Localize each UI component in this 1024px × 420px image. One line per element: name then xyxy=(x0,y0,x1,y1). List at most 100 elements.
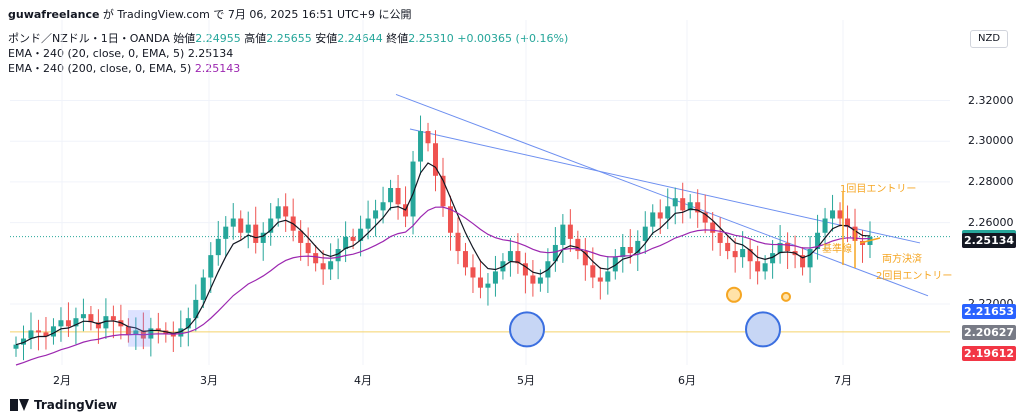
candle-body xyxy=(20,338,26,345)
candle-body xyxy=(328,261,334,270)
candle-body xyxy=(620,247,626,258)
candle-body xyxy=(687,202,693,211)
ema200-value: 2.25143 xyxy=(194,62,241,75)
candle-body xyxy=(612,257,618,272)
candle-body xyxy=(702,212,708,223)
high-value: 2.25655 xyxy=(266,32,312,45)
price-tick-label: 2.30000 xyxy=(968,134,1014,148)
publish-info: guwafreelance が TradingView.com で 7月 06,… xyxy=(8,6,412,22)
candle-body xyxy=(200,277,206,300)
candle-body xyxy=(50,326,56,337)
candle-body xyxy=(807,249,813,268)
open-label: 始値 xyxy=(173,32,196,45)
currency-button[interactable]: NZD xyxy=(970,30,1008,48)
candle-body xyxy=(762,263,768,272)
tradingview-footer[interactable]: TradingView xyxy=(10,398,117,412)
candle-body xyxy=(672,198,678,207)
candle-body xyxy=(253,224,259,243)
highlight-circle xyxy=(745,311,781,348)
month-label: 2月 xyxy=(53,374,71,387)
candle-body xyxy=(388,188,394,203)
candle-body xyxy=(283,206,289,217)
candle-body xyxy=(665,206,671,219)
candle-body xyxy=(695,202,701,213)
candle-body xyxy=(455,232,461,252)
open-value: 2.24955 xyxy=(195,32,241,45)
candle-body xyxy=(35,330,41,333)
candle-body xyxy=(155,328,161,331)
candle-body xyxy=(358,228,364,241)
entry2-annotation: 2回目エントリー xyxy=(876,271,953,282)
candle-body xyxy=(770,253,776,264)
price-tag: 2.21653 xyxy=(962,304,1016,320)
ema-lines xyxy=(15,162,871,366)
ema20-legend[interactable]: EMA・240 (20, close, 0, EMA, 5) 2.25134 xyxy=(8,45,233,61)
change-value: +0.00365 (+0.16%) xyxy=(457,32,569,45)
publisher-name[interactable]: guwafreelance xyxy=(8,8,100,21)
candle-body xyxy=(320,263,326,270)
entry1-annotation: 1回目エントリー xyxy=(840,184,917,195)
candle-body xyxy=(470,267,476,278)
candle-body xyxy=(522,263,528,276)
highlight-box xyxy=(128,310,150,347)
candle-body xyxy=(717,232,723,243)
candle-body xyxy=(298,230,304,243)
candle-body xyxy=(95,322,101,329)
candle-body xyxy=(133,330,139,335)
candle-body xyxy=(537,277,543,284)
candle-body xyxy=(740,249,746,258)
candle-body xyxy=(590,265,596,278)
candle-body xyxy=(837,210,843,219)
low-label: 安値 xyxy=(315,32,338,45)
ema20-value: 2.25134 xyxy=(187,47,234,60)
price-tag: 2.19612 xyxy=(962,345,1016,361)
candle-body xyxy=(230,218,236,227)
candle-body xyxy=(567,224,573,239)
candle-body xyxy=(335,249,341,262)
low-marker xyxy=(726,286,742,303)
candle-body xyxy=(185,318,191,329)
candle-body xyxy=(268,218,274,233)
candle-body xyxy=(560,224,566,245)
candle-body xyxy=(238,218,244,233)
candle-body xyxy=(178,328,184,337)
candle-body xyxy=(725,242,731,252)
candle-body xyxy=(43,332,49,337)
candle-body xyxy=(163,330,169,335)
trendline-lower xyxy=(409,128,921,244)
candle-body xyxy=(575,238,581,252)
ema200-legend[interactable]: EMA・240 (200, close, 0, EMA, 5) 2.25143 xyxy=(8,60,240,76)
candle-body xyxy=(125,326,131,335)
candle-body xyxy=(830,210,836,219)
candle-body xyxy=(425,131,431,144)
candle-body xyxy=(260,232,266,243)
price-tick-label: 2.32000 xyxy=(968,93,1014,107)
settle-marker xyxy=(859,237,881,244)
candle-body xyxy=(275,206,281,219)
markers xyxy=(128,192,881,348)
candle-body xyxy=(418,131,424,162)
candle-body xyxy=(73,318,79,327)
candle-body xyxy=(13,344,19,349)
publish-text: が TradingView.com で 7月 06, 2025 16:51 UT… xyxy=(99,8,412,21)
highlight-circle xyxy=(509,311,545,348)
candle-body xyxy=(305,242,311,254)
symbol-name[interactable]: ポンド／NZドル・1日・OANDA xyxy=(8,32,170,45)
month-label: 4月 xyxy=(354,374,372,387)
candle-body xyxy=(208,255,214,278)
candle-body xyxy=(492,271,498,284)
candle-body xyxy=(65,320,71,327)
trendlines xyxy=(395,93,929,297)
candle-body xyxy=(507,251,513,262)
candle-body xyxy=(28,330,34,339)
price-tag: 2.25134 xyxy=(962,233,1016,249)
candle-body xyxy=(777,242,783,254)
high-label: 高値 xyxy=(244,32,267,45)
candle-body xyxy=(815,232,821,250)
symbol-ohlc-line: ポンド／NZドル・1日・OANDA 始値2.24955 高値2.25655 安値… xyxy=(8,30,568,46)
grid xyxy=(10,20,950,365)
candle-body xyxy=(552,244,558,262)
candle-body xyxy=(515,251,521,264)
ema200-line xyxy=(15,206,871,366)
